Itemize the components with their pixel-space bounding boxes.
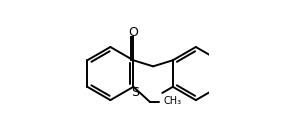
Text: O: O — [128, 26, 138, 39]
Text: CH₃: CH₃ — [163, 96, 181, 106]
Text: S: S — [131, 86, 139, 99]
